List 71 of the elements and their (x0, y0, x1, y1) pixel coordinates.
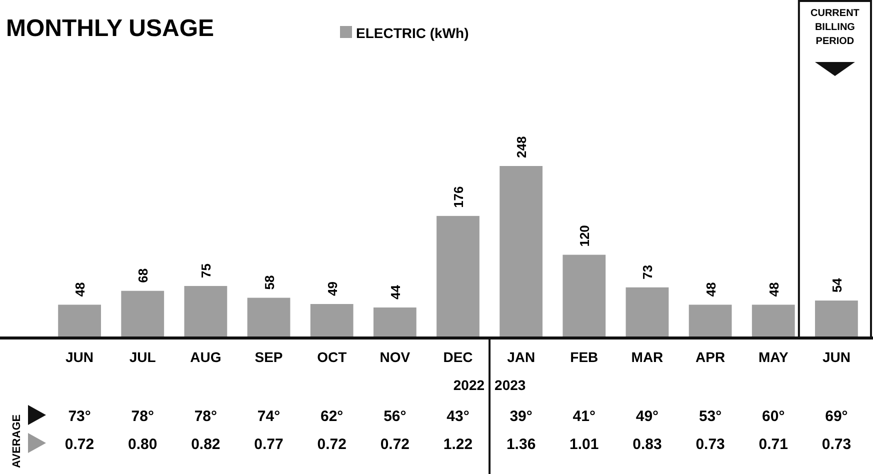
legend-label: ELECTRIC (kWh) (356, 25, 469, 41)
bar (815, 300, 858, 338)
text: 39° (510, 408, 532, 425)
bar (373, 307, 416, 338)
text: 73° (68, 408, 91, 425)
bar (688, 304, 732, 338)
data-label: 73 (640, 264, 656, 280)
data-label: 176 (451, 186, 466, 208)
text: 78° (194, 408, 218, 425)
text: CURRENT BILLING PERIOD (810, 8, 860, 47)
bar (562, 254, 606, 338)
data-label: 48 (766, 282, 782, 297)
x-tick-label: MAY (758, 349, 789, 365)
x-tick-label: DEC (443, 349, 473, 365)
x-tick-label: AUG (190, 349, 222, 365)
data-label: 75 (198, 264, 214, 278)
data-label: 48 (72, 282, 88, 297)
text: AVERAGE (11, 414, 23, 468)
text: 53° (698, 408, 722, 425)
x-tick-label: MAR (631, 349, 664, 365)
bar (436, 216, 480, 338)
data-label: 248 (514, 136, 530, 158)
bar (500, 166, 543, 338)
text: 2022 (453, 377, 485, 393)
data-label: 120 (577, 225, 592, 247)
text: 2023 (494, 377, 526, 393)
x-tick-label: FEB (570, 349, 598, 365)
bar (121, 290, 164, 338)
data-label: 49 (324, 282, 340, 296)
text: 0.73 (696, 436, 725, 453)
bar (310, 304, 354, 338)
text: 0.82 (191, 436, 220, 453)
text: 69° (825, 408, 848, 425)
text: 0.77 (254, 436, 284, 453)
bar (626, 287, 669, 338)
bar (184, 286, 228, 338)
x-tick-label: JUN (66, 349, 94, 365)
text: 0.72 (380, 436, 410, 453)
text: 49° (636, 408, 659, 425)
text: 0.72 (317, 436, 346, 453)
x-tick-label: APR (696, 349, 726, 365)
text: 74° (257, 408, 280, 425)
text: 0.73 (822, 436, 852, 453)
text: 60° (762, 408, 785, 425)
text: 1.36 (506, 436, 536, 453)
chart-title: MONTHLY USAGE (6, 15, 214, 42)
text: 56° (384, 408, 406, 425)
x-tick-label: OCT (317, 349, 348, 365)
bar (752, 304, 795, 338)
text: 0.72 (64, 436, 94, 453)
text: 0.80 (128, 436, 158, 453)
text: 43° (446, 408, 470, 425)
text: 78° (131, 408, 154, 425)
text: 0.71 (758, 436, 788, 453)
data-label: 68 (136, 268, 151, 283)
x-tick-label: JAN (507, 349, 536, 365)
text: 0.83 (632, 436, 662, 453)
x-tick-label: JUL (129, 349, 156, 365)
data-label: 48 (703, 282, 718, 297)
data-label: 58 (262, 275, 277, 290)
x-tick-label: NOV (380, 349, 411, 365)
text: 1.22 (443, 436, 473, 453)
data-label: 44 (388, 284, 403, 300)
data-label: 54 (829, 277, 844, 293)
x-tick-label: JUN (822, 349, 850, 365)
bar (247, 298, 290, 338)
bar (58, 304, 101, 338)
text: 1.01 (570, 436, 599, 453)
x-tick-label: SEP (254, 349, 283, 365)
text: 62° (320, 408, 344, 425)
text: 41° (572, 408, 596, 425)
